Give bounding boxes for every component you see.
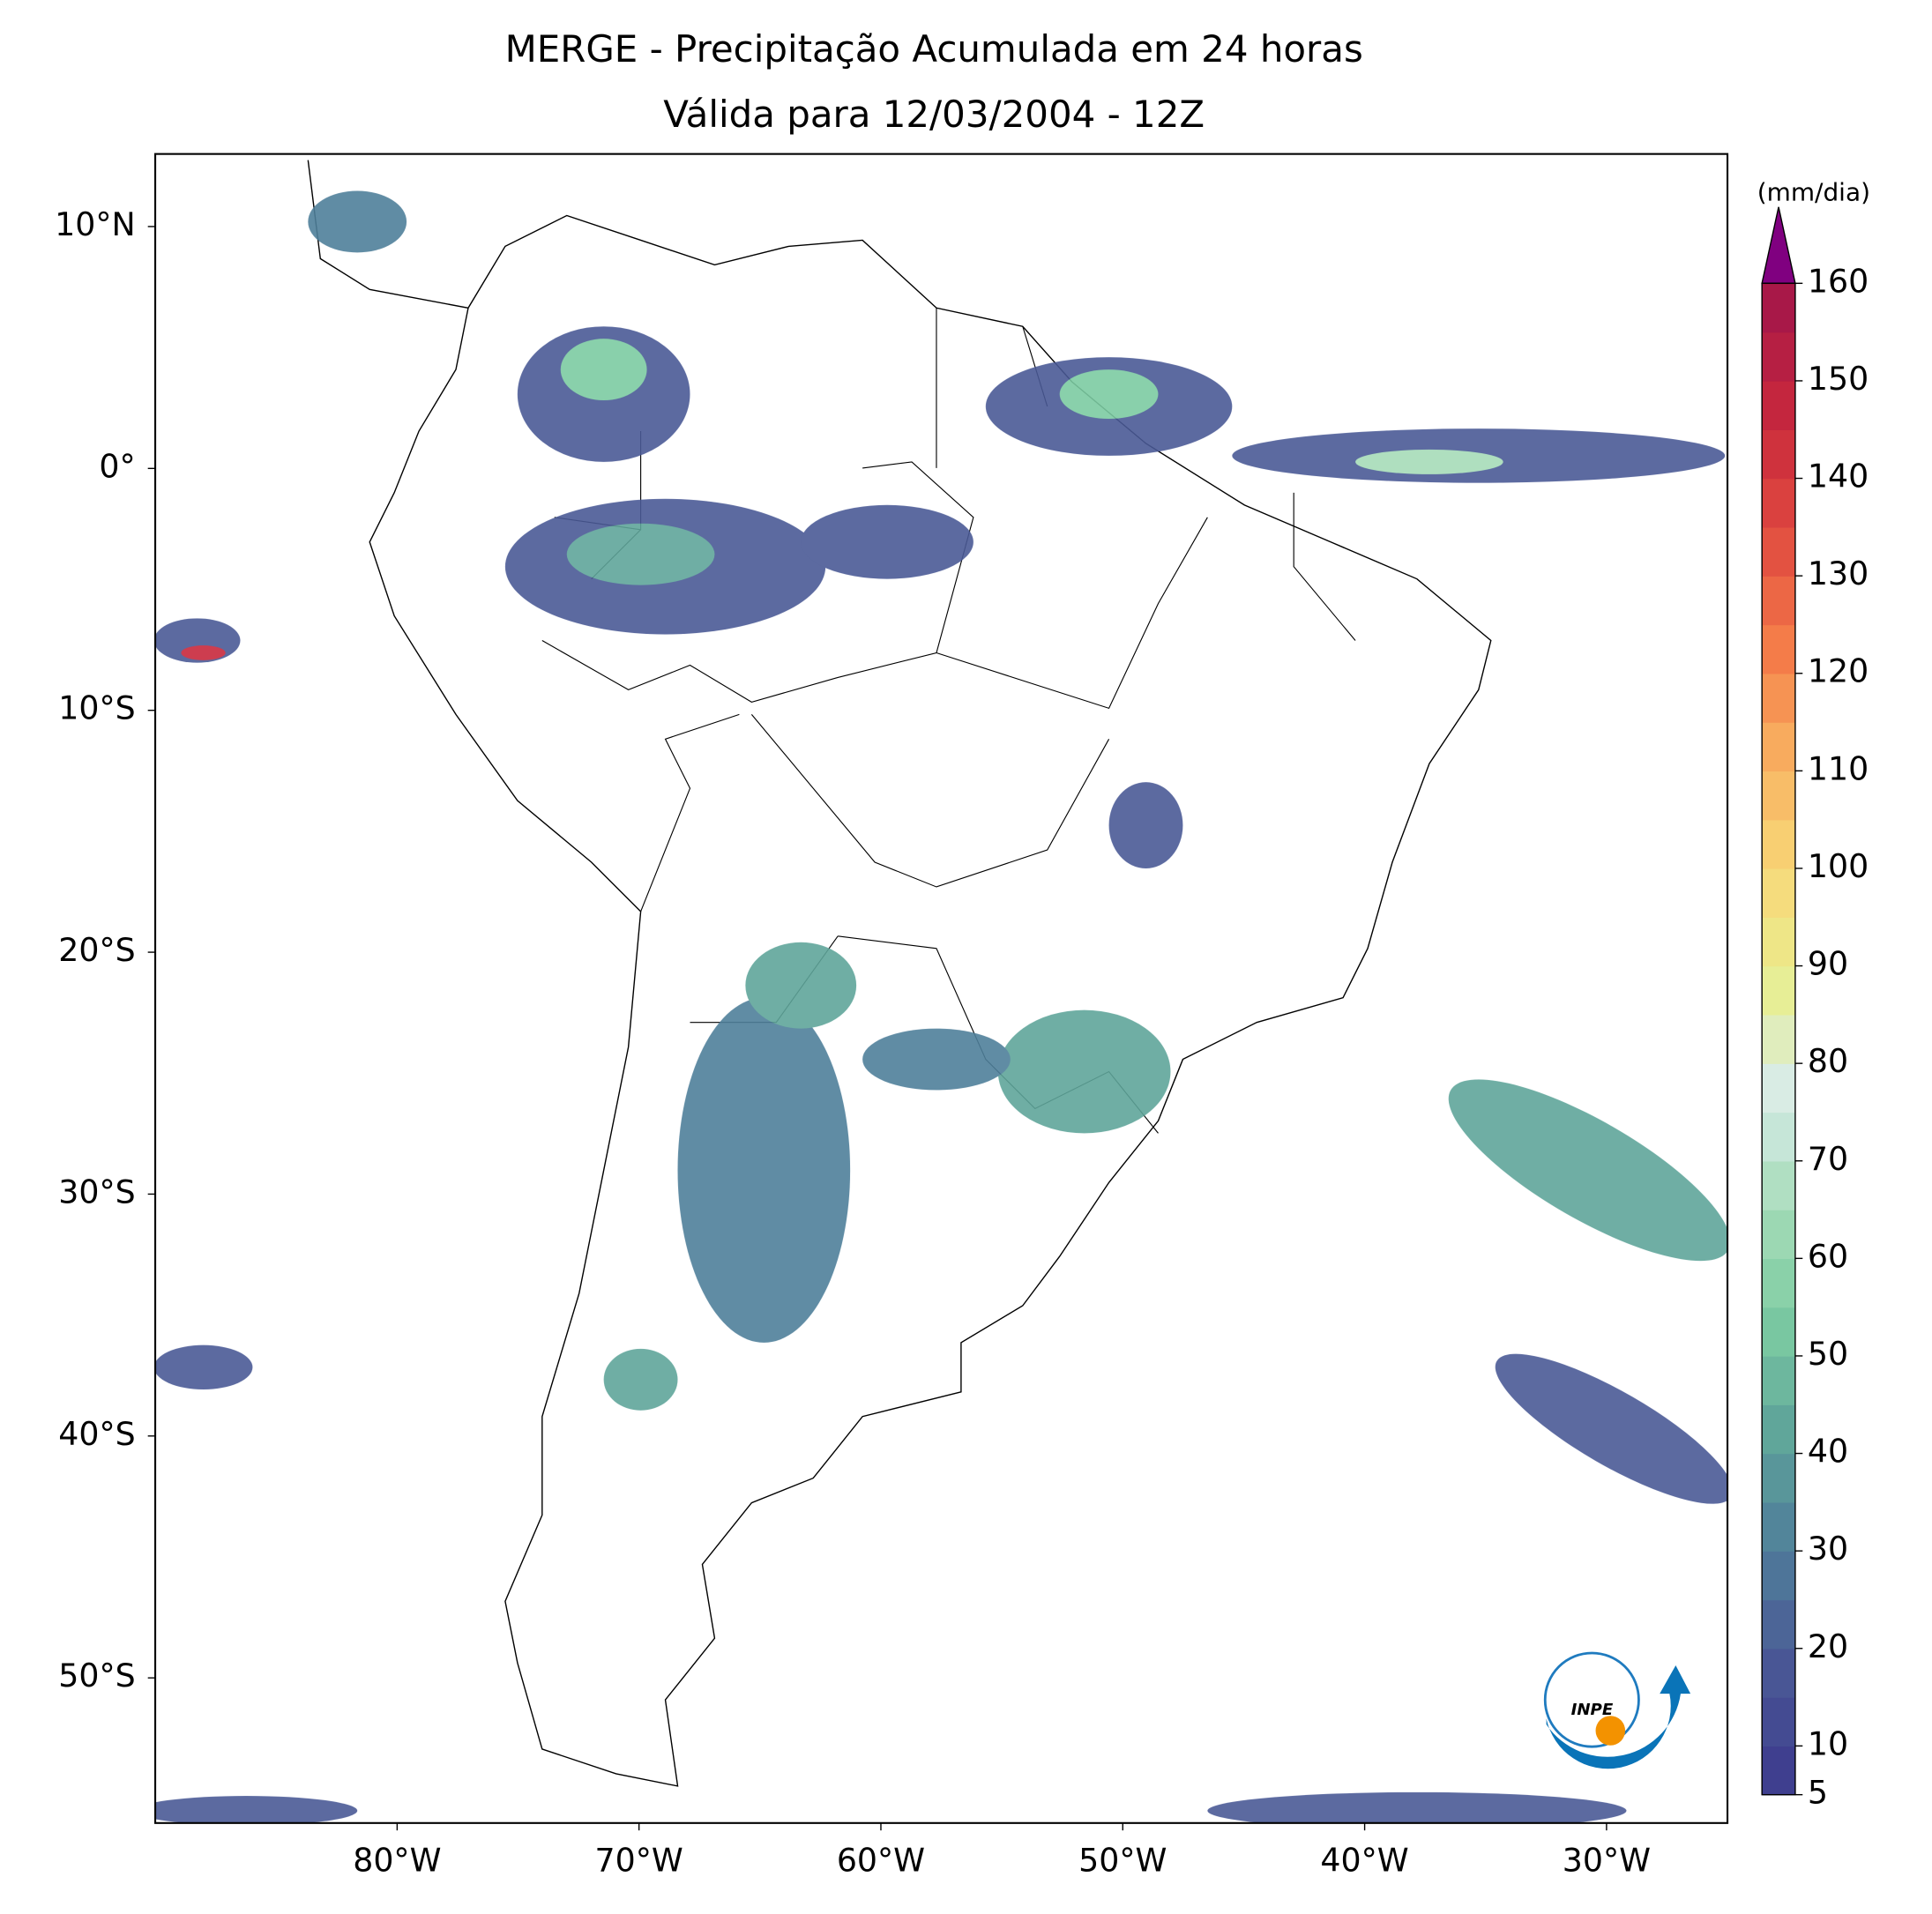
precipitation: [155, 190, 1728, 1823]
colorbar-band: [1762, 819, 1795, 869]
colorbar-tick-label: 50: [1808, 1335, 1848, 1373]
y-tick-label: 40°S: [58, 1415, 135, 1453]
colorbar-tick-label: 70: [1808, 1140, 1848, 1178]
colorbar-tick-label: 100: [1808, 847, 1869, 885]
y-tick-label: 20°S: [58, 931, 135, 969]
colorbar-band: [1762, 576, 1795, 626]
title-line: Válida para 12/03/2004 - 12Z: [663, 93, 1205, 136]
colorbar-band: [1762, 526, 1795, 577]
colorbar-band: [1762, 429, 1795, 480]
colorbar-band: [1762, 965, 1795, 1016]
colorbar-band: [1762, 1307, 1795, 1357]
colorbar-tick-label: 30: [1808, 1530, 1848, 1568]
y-tick-label: 30°S: [58, 1173, 135, 1210]
colorbar-band: [1762, 1063, 1795, 1113]
y-tick-label: 50°S: [58, 1657, 135, 1694]
colorbar-band: [1762, 1501, 1795, 1552]
colorbar-tick-label: 20: [1808, 1627, 1848, 1665]
map: [154, 153, 1729, 1824]
logo: INPE: [1543, 1651, 1691, 1769]
x-tick-label: 50°W: [1078, 1842, 1167, 1880]
colorbar-tick-label: 80: [1808, 1042, 1848, 1080]
x-tick-label: 30°W: [1563, 1842, 1651, 1880]
colorbar-band: [1762, 722, 1795, 772]
colorbar-band: [1762, 624, 1795, 674]
colorbar-band: [1762, 1697, 1795, 1747]
colorbar-band: [1762, 331, 1795, 382]
colorbar-tick-label: 60: [1808, 1237, 1848, 1275]
colorbar-tick-label: 140: [1808, 458, 1869, 495]
colorbar-tick-label: 10: [1808, 1724, 1848, 1762]
y-tick-label: 10°S: [58, 689, 135, 727]
colorbar-band: [1762, 380, 1795, 430]
x-tick-label: 60°W: [837, 1842, 925, 1880]
x-tick-label: 80°W: [353, 1842, 441, 1880]
colorbar-frame: [1761, 282, 1796, 1796]
colorbar-extend: [1761, 206, 1796, 285]
colorbar-tick-label: 90: [1808, 945, 1848, 983]
map-frame: [154, 153, 1729, 1824]
colorbar-band: [1762, 1355, 1795, 1405]
colorbar-band: [1762, 1453, 1795, 1503]
colorbar-band: [1762, 1599, 1795, 1650]
title-line: MERGE - Precipitação Acumulada em 24 hor…: [505, 27, 1363, 71]
colorbar-band: [1762, 1210, 1795, 1260]
colorbar-tick-label: 40: [1808, 1433, 1848, 1471]
colorbar-unit: (mm/dia): [1757, 177, 1870, 206]
colorbar-band: [1762, 283, 1795, 333]
colorbar-band: [1762, 1014, 1795, 1064]
colorbar-band: [1762, 917, 1795, 967]
colorbar-tick-label: 130: [1808, 555, 1869, 592]
colorbar-band: [1762, 1404, 1795, 1455]
colorbar-band: [1762, 478, 1795, 528]
colorbar-band: [1762, 771, 1795, 821]
y-tick-label: 0°: [99, 447, 135, 485]
colorbar-tick-label: 160: [1808, 262, 1869, 300]
x-tick-label: 70°W: [595, 1842, 683, 1880]
colorbar-tick-label: 120: [1808, 652, 1869, 690]
colorbar-tick-label: 5: [1808, 1774, 1828, 1812]
colorbar-band: [1762, 1112, 1795, 1162]
colorbar-band: [1762, 1258, 1795, 1308]
x-tick-label: 40°W: [1320, 1842, 1408, 1880]
colorbar-tick-label: 150: [1808, 360, 1869, 398]
continent-outline: [307, 160, 1492, 1787]
logo-text: INPE: [1571, 1701, 1614, 1719]
colorbar-band: [1762, 1648, 1795, 1698]
colorbar-band: [1762, 868, 1795, 918]
colorbar-band: [1762, 1746, 1795, 1796]
y-tick-label: 10°N: [55, 205, 136, 243]
colorbar-band: [1762, 673, 1795, 723]
colorbar-tick-label: 110: [1808, 749, 1869, 787]
colorbar-band: [1762, 1160, 1795, 1210]
colorbar-band: [1762, 1551, 1795, 1601]
